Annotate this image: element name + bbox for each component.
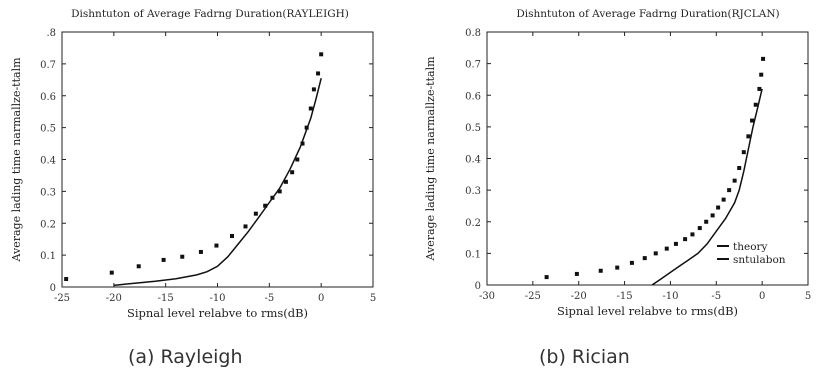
series-marker: [253, 211, 258, 216]
y-tick-label: 0.5: [465, 123, 481, 134]
series-marker: [757, 86, 762, 91]
y-tick-label: 0.8: [465, 28, 481, 39]
series-marker: [690, 232, 695, 237]
y-tick-label: 0.2: [465, 218, 481, 229]
y-tick-label: 0.7: [465, 60, 481, 71]
series-marker: [161, 257, 166, 262]
y-tick-label: 0.5: [40, 124, 56, 135]
rician-chart: Dishntuton of Average Fadrng Duration(RJ…: [424, 8, 811, 318]
series-marker: [243, 224, 248, 229]
legend-label: sntulabon: [733, 254, 786, 266]
series-marker: [270, 195, 275, 200]
y-tick-label: 0.1: [40, 251, 56, 262]
series-marker: [304, 125, 309, 130]
series-marker: [710, 213, 715, 218]
x-tick-label: -25: [525, 291, 541, 302]
x-axis-label: Sipnal level relabve to rms(dB): [557, 304, 738, 318]
series-marker: [642, 256, 647, 261]
series-marker: [761, 56, 766, 61]
series-line: [113, 78, 322, 287]
series-marker: [311, 87, 316, 92]
x-tick-label: 5: [370, 293, 376, 304]
chart-title: Dishntuton of Average Fadrng Duration(RJ…: [516, 8, 779, 20]
legend-label: theory: [733, 241, 768, 253]
y-tick-label: 0.4: [465, 155, 481, 166]
x-tick-label: -5: [264, 293, 274, 304]
series-marker: [629, 260, 634, 265]
series-marker: [109, 270, 114, 275]
series-marker: [136, 264, 141, 269]
series-marker: [230, 234, 235, 238]
series-marker: [653, 251, 658, 256]
y-tick-label: 0.2: [40, 219, 56, 230]
x-tick-label: -30: [479, 291, 495, 302]
series-marker: [716, 205, 721, 210]
series-marker: [753, 102, 758, 107]
y-tick-label: 0.3: [465, 186, 481, 197]
x-tick-label: -5: [711, 291, 721, 302]
caption-rician: (b) Rician: [539, 346, 630, 368]
series-marker: [277, 189, 282, 194]
chart-title: Dishntuton of Average Fadrng Duration(RA…: [71, 8, 349, 20]
y-tick-label: 0: [475, 281, 481, 292]
series-marker: [759, 72, 764, 77]
x-tick-label: -25: [54, 293, 70, 304]
series-marker: [598, 268, 603, 273]
y-tick-label: 0.1: [465, 249, 481, 260]
y-tick-label: 0.4: [40, 156, 56, 167]
series-marker: [727, 188, 732, 193]
series-marker: [746, 134, 751, 139]
y-tick-label: 0: [50, 283, 56, 294]
y-tick-label: 0.6: [40, 92, 56, 103]
x-tick-label: 5: [805, 291, 811, 302]
series-marker: [697, 226, 702, 231]
series-marker: [741, 150, 746, 155]
series-marker: [300, 141, 305, 146]
series-marker: [732, 178, 737, 183]
x-tick-label: 0: [318, 293, 324, 304]
series-marker: [316, 71, 321, 76]
series-marker: [750, 118, 755, 123]
caption-rayleigh: (a) Rayleigh: [128, 346, 243, 368]
series-marker: [295, 157, 300, 162]
x-axis-label: Sipnal level relabve to rms(dB): [127, 306, 308, 320]
series-marker: [704, 219, 709, 224]
y-tick-label: .8: [46, 28, 56, 39]
y-tick-label: 0.6: [465, 91, 481, 102]
chart-panel-rician: Dishntuton of Average Fadrng Duration(RJ…: [414, 0, 827, 389]
x-tick-label: 0: [759, 291, 765, 302]
series-marker: [214, 243, 219, 248]
series-marker: [290, 170, 295, 175]
x-tick-label: -15: [158, 293, 174, 304]
x-tick-label: -20: [571, 291, 587, 302]
y-axis-label: Average lading time narmallze-ttalm: [424, 56, 437, 262]
series-marker: [263, 203, 268, 208]
series-marker: [737, 165, 742, 170]
series-marker: [615, 265, 620, 270]
series-marker: [308, 106, 313, 111]
y-axis-label: Average lading time narmallze-ttalm: [10, 57, 23, 263]
chart-panel-rayleigh: Dishntuton of Average Fadrng Duration(RA…: [10, 8, 376, 368]
x-tick-label: -15: [617, 291, 633, 302]
series-marker: [664, 246, 669, 251]
y-tick-label: 0.7: [40, 60, 56, 71]
series-marker: [574, 271, 579, 276]
y-tick-label: 0.3: [40, 187, 56, 198]
series-line: [651, 88, 763, 286]
series-marker: [319, 52, 324, 57]
series-marker: [683, 237, 688, 242]
x-tick-label: -10: [209, 293, 225, 304]
plot-frame: [61, 31, 374, 288]
series-marker: [721, 197, 726, 202]
series-marker: [544, 275, 549, 280]
series-marker: [283, 179, 288, 184]
series-marker: [64, 277, 69, 282]
rayleigh-chart: Dishntuton of Average Fadrng Duration(RA…: [10, 8, 376, 320]
x-tick-label: -10: [662, 291, 678, 302]
x-tick-label: -20: [106, 293, 122, 304]
series-marker: [180, 254, 185, 259]
series-marker: [673, 241, 678, 246]
series-marker: [198, 249, 203, 254]
